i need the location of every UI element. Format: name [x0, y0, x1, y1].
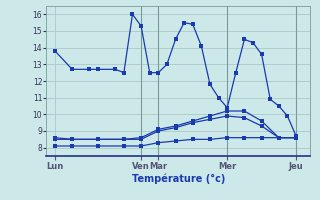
X-axis label: Température (°c): Température (°c): [132, 173, 225, 184]
